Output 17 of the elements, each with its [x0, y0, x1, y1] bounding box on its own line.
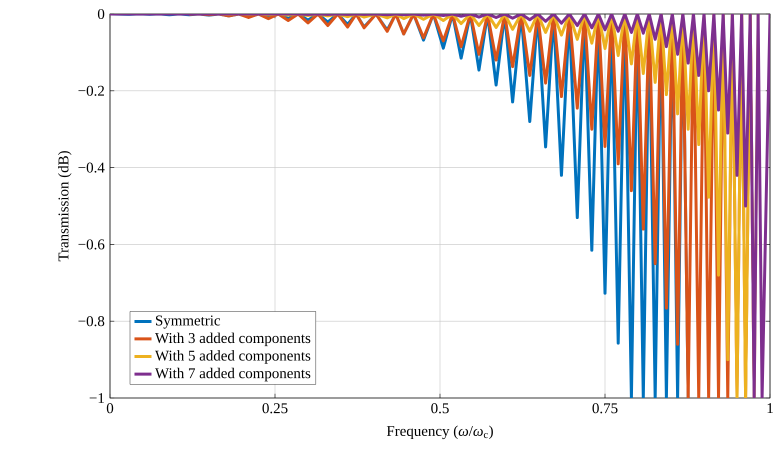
legend-label: Symmetric	[156, 315, 220, 329]
y-tick-label: −0.2	[78, 86, 104, 96]
y-tick-label: 0	[98, 8, 104, 20]
y-tick-label: −0.6	[78, 239, 104, 250]
legend-label: With 7 added components	[154, 368, 310, 382]
y-tick-label: −1	[90, 393, 104, 403]
x-tick-label: 0.5	[431, 403, 449, 414]
legend-label: With 3 added components	[154, 332, 310, 346]
y-axis-title: Transmission (dB)	[58, 151, 72, 262]
x-tick-label: 0	[106, 403, 114, 414]
x-tick-label: 0.75	[592, 403, 618, 414]
y-tick-label: −0.4	[78, 162, 105, 173]
y-tick-label: −0.8	[78, 316, 104, 326]
x-tick-label: 1	[768, 403, 773, 414]
x-axis-title: Frequency (ω/ω$_{c}$)	[386, 425, 493, 440]
legend-label: With 5 added components	[154, 350, 310, 364]
x-tick-label: 0.25	[262, 403, 288, 414]
